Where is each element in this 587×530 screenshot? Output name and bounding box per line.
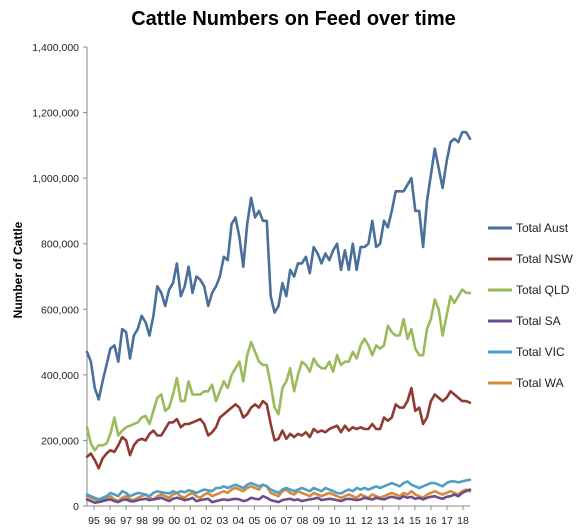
- legend-label: Total SA: [516, 314, 561, 328]
- legend-label: Total VIC: [516, 345, 565, 359]
- x-tick-label: 05: [249, 515, 261, 527]
- x-tick-label: 95: [88, 515, 100, 527]
- series-line-total-aust: [85, 130, 472, 401]
- legend-label: Total Aust: [516, 221, 569, 235]
- x-tick-label: 16: [425, 515, 437, 527]
- x-tick-label: 00: [168, 515, 180, 527]
- y-axis-label: Number of Cattle: [11, 221, 25, 318]
- y-tick-label: 1,400,000: [32, 42, 79, 54]
- legend-label: Total NSW: [516, 252, 573, 266]
- x-tick-label: 99: [152, 515, 164, 527]
- legend-label: Total WA: [516, 376, 564, 390]
- x-tick-label: 11: [345, 515, 356, 527]
- series-line-total-vic: [85, 478, 472, 501]
- x-tick-label: 10: [329, 515, 341, 527]
- x-tick-label: 13: [377, 515, 389, 527]
- x-tick-label: 97: [120, 515, 132, 527]
- x-tick-label: 06: [265, 515, 277, 527]
- x-tick-label: 04: [233, 515, 245, 527]
- y-tick-label: 600,000: [41, 304, 79, 316]
- series-lines: [85, 130, 472, 505]
- series-line-total-qld: [85, 288, 472, 452]
- y-tick-label: 1,200,000: [32, 108, 79, 120]
- series-line-total-nsw: [85, 386, 472, 470]
- legend-label: Total QLD: [516, 283, 570, 297]
- x-tick-label: 98: [136, 515, 148, 527]
- x-tick-label: 14: [393, 515, 405, 527]
- y-tick-label: 0: [73, 501, 79, 513]
- x-axis-ticks: 95 96 97 98 99 00 01 02 03 04 05 06 07 08 09 10 11 12 13 14…: [88, 506, 469, 527]
- legend: Total Aust Total NSW Total QLD Total SA Tota…: [488, 221, 573, 390]
- y-tick-label: 400,000: [41, 370, 79, 382]
- x-tick-label: 96: [104, 515, 116, 527]
- chart-title: Cattle Numbers on Feed over time: [131, 8, 456, 30]
- y-tick-label: 200,000: [41, 435, 79, 447]
- x-tick-label: 18: [457, 515, 469, 527]
- y-tick-label: 800,000: [41, 239, 79, 251]
- y-axis-ticks: 0 200,000 400,000 600,000 800,000 1,000,000 1,…: [32, 42, 87, 513]
- x-tick-label: 01: [184, 515, 196, 527]
- series-line-total-sa: [85, 488, 472, 505]
- x-tick-label: 12: [361, 515, 373, 527]
- x-tick-label: 08: [297, 515, 309, 527]
- series-line-total-wa: [85, 483, 472, 503]
- x-tick-label: 02: [200, 515, 212, 527]
- x-tick-label: 07: [281, 515, 293, 527]
- x-tick-label: 17: [441, 515, 453, 527]
- y-tick-label: 1,000,000: [32, 173, 79, 185]
- x-tick-label: 15: [409, 515, 421, 527]
- x-tick-label: 03: [217, 515, 229, 527]
- x-tick-label: 09: [313, 515, 325, 527]
